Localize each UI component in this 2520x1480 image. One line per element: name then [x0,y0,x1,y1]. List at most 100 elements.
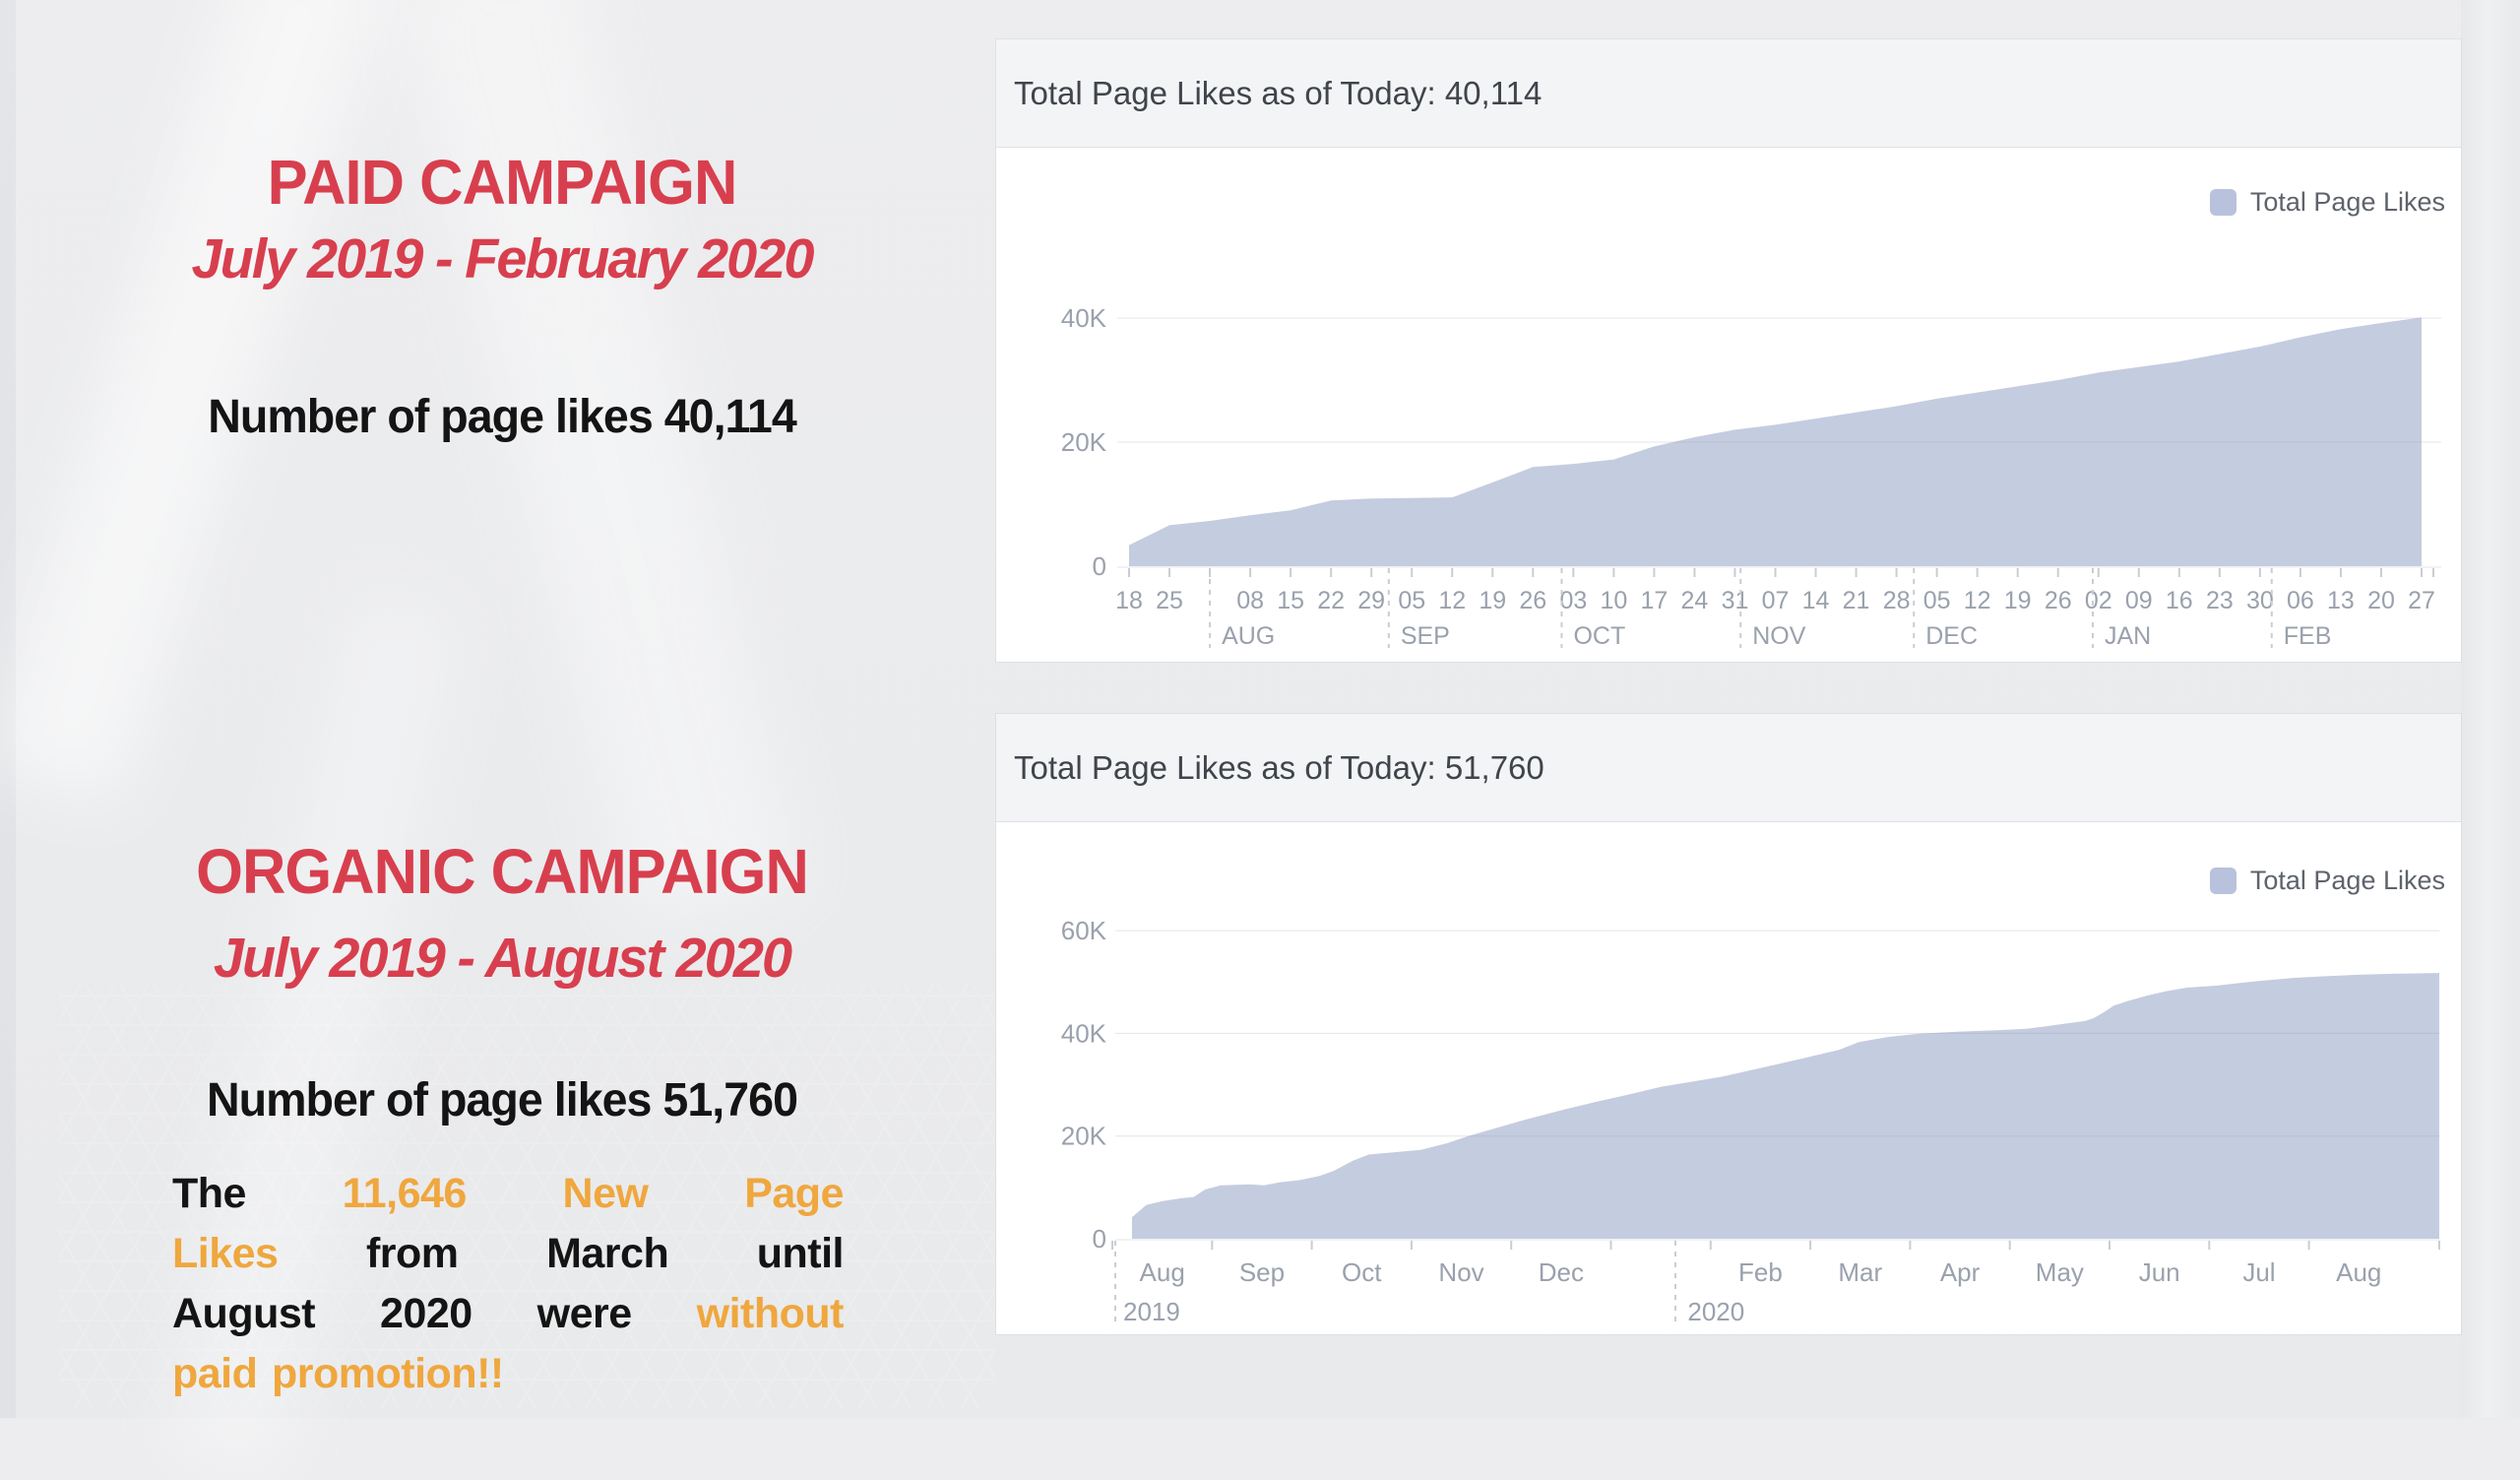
svg-text:0: 0 [1093,551,1106,581]
organic-campaign-chart-panel: Total Page Likes as of Today: 51,760 0 20… [996,714,2461,1334]
svg-text:DEC: DEC [1925,622,1978,650]
chart-body: 0 20K 40K 18 25 08 15 22 29 05 12 19 26 03 10 17 24 31 07 1… [996,148,2461,661]
svg-text:OCT: OCT [1573,622,1625,650]
svg-text:03: 03 [1559,587,1587,614]
note-word: paid [172,1350,258,1397]
svg-text:14: 14 [1802,587,1830,614]
svg-text:20K: 20K [1061,1122,1107,1151]
note-word: 11,646 [342,1170,468,1217]
paid-campaign-date-range: July 2019 - February 2020 [191,227,814,290]
note-word: New [562,1170,649,1217]
svg-text:26: 26 [1519,587,1546,614]
svg-text:16: 16 [2166,587,2193,614]
svg-text:06: 06 [2287,587,2314,614]
svg-text:02: 02 [2085,587,2112,614]
svg-text:JAN: JAN [2105,622,2151,650]
paid-campaign-likes-count: Number of page likes 40,114 [208,391,796,443]
note-line: Likes from March until [172,1230,844,1290]
note-word: without [696,1290,845,1337]
svg-text:05: 05 [1398,587,1425,614]
svg-text:05: 05 [1923,587,1951,614]
svg-text:19: 19 [1479,587,1506,614]
svg-text:Aug: Aug [2336,1257,2381,1287]
svg-text:17: 17 [1641,587,1669,614]
svg-text:Oct: Oct [1342,1257,1382,1287]
svg-text:Feb: Feb [1738,1257,1783,1287]
legend-label: Total Page Likes [2249,866,2445,895]
background-streak [395,0,806,933]
note-word: from [365,1230,459,1277]
note-word: March [546,1230,669,1277]
svg-text:Jul: Jul [2242,1257,2275,1287]
note-word: were [536,1290,633,1337]
chart-title: Total Page Likes as of Today: 51,760 [1014,748,1544,786]
note-line: The 11,646 New Page [172,1170,844,1230]
svg-text:20K: 20K [1061,427,1107,457]
organic-campaign-area-chart[interactable]: 0 20K 40K 60K Aug Sep Oct Nov Dec Feb Mar Apr May Jun… [996,822,2461,1333]
chart-legend[interactable]: Total Page Likes [2209,187,2445,218]
svg-text:15: 15 [1277,587,1304,614]
svg-text:Sep: Sep [1239,1257,1285,1287]
svg-text:2019: 2019 [1123,1297,1180,1326]
note-line: paid promotion!! [172,1350,844,1410]
chart-header: Total Page Likes as of Today: 51,760 [996,714,2461,822]
svg-text:21: 21 [1843,587,1870,614]
paid-campaign-area-chart[interactable]: 0 20K 40K 18 25 08 15 22 29 05 12 19 26 03 10 17 24 31 07 1… [996,148,2461,661]
background-edge-shade [0,0,16,1418]
svg-text:12: 12 [1438,587,1466,614]
svg-text:12: 12 [1964,587,1991,614]
svg-text:23: 23 [2206,587,2234,614]
svg-text:18: 18 [1115,587,1143,614]
svg-text:29: 29 [1357,587,1385,614]
note-word: The [172,1170,246,1217]
note-word: promotion!! [272,1350,504,1397]
organic-campaign-date-range: July 2019 - August 2020 [213,927,792,990]
svg-text:13: 13 [2327,587,2355,614]
chart-legend[interactable]: Total Page Likes [2209,866,2445,896]
svg-text:28: 28 [1883,587,1911,614]
note-line: August 2020 were without [172,1290,844,1350]
svg-text:09: 09 [2125,587,2153,614]
svg-text:May: May [2036,1257,2084,1287]
svg-text:24: 24 [1681,587,1709,614]
note-word: 2020 [380,1290,472,1337]
svg-text:19: 19 [2004,587,2032,614]
svg-text:27: 27 [2408,587,2435,614]
svg-text:08: 08 [1236,587,1264,614]
svg-text:2020: 2020 [1687,1297,1744,1326]
svg-text:60K: 60K [1061,916,1107,945]
organic-campaign-title: ORGANIC CAMPAIGN [196,836,809,907]
svg-text:0: 0 [1093,1224,1106,1254]
note-word: August [172,1290,316,1337]
paid-campaign-title: PAID CAMPAIGN [267,147,738,218]
chart-body: 0 20K 40K 60K Aug Sep Oct Nov Dec Feb Mar Apr May Jun… [996,822,2461,1333]
note-word: Page [744,1170,844,1217]
chart-title: Total Page Likes as of Today: 40,114 [1014,74,1543,111]
organic-growth-note: The 11,646 New Page Likes from March until Augus… [172,1170,844,1410]
organic-campaign-likes-count: Number of page likes 51,760 [206,1074,798,1126]
svg-text:SEP: SEP [1401,622,1450,650]
svg-text:Nov: Nov [1438,1257,1483,1287]
svg-text:AUG: AUG [1222,622,1275,650]
svg-text:Jun: Jun [2139,1257,2180,1287]
note-word: Likes [172,1230,279,1277]
legend-swatch-icon [2209,189,2236,216]
svg-text:22: 22 [1317,587,1345,614]
svg-text:FEB: FEB [2284,622,2332,650]
svg-text:31: 31 [1722,587,1749,614]
svg-text:10: 10 [1600,587,1627,614]
legend-swatch-icon [2209,868,2236,894]
svg-text:20: 20 [2367,587,2395,614]
svg-text:Dec: Dec [1539,1257,1584,1287]
svg-text:Mar: Mar [1838,1257,1882,1287]
svg-text:25: 25 [1156,587,1183,614]
background-right-band [2461,0,2520,1418]
svg-text:07: 07 [1762,587,1790,614]
note-word: until [756,1230,845,1277]
svg-text:30: 30 [2246,587,2274,614]
svg-text:Apr: Apr [1940,1257,1981,1287]
svg-text:26: 26 [2045,587,2072,614]
svg-text:NOV: NOV [1752,622,1806,650]
paid-campaign-chart-panel: Total Page Likes as of Today: 40,114 0 20… [996,39,2461,662]
svg-text:40K: 40K [1061,1018,1107,1048]
